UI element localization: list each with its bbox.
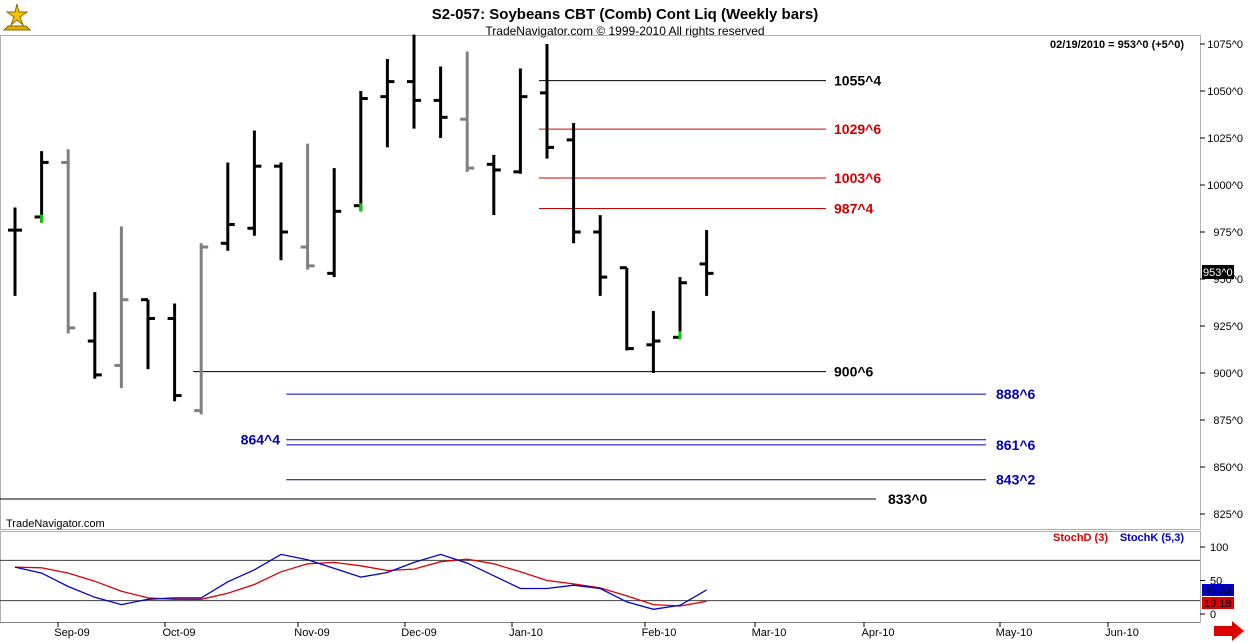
date-tick-label: Nov-09	[294, 627, 329, 639]
ohlc-bar	[61, 149, 76, 334]
stoch-series-line	[14, 558, 707, 607]
ohlc-bar	[114, 226, 129, 389]
stochd-last-box	[1202, 597, 1234, 609]
price-tick-label: 925^0	[1213, 321, 1243, 333]
ohlc-bar	[699, 230, 714, 296]
ohlc-bar	[460, 51, 475, 172]
indicator-panel-frame	[0, 531, 1201, 623]
price-tick-label: 900^0	[1213, 368, 1243, 380]
stochk-last-box	[1202, 584, 1234, 596]
price-tick-label: 1075^0	[1207, 39, 1243, 51]
ohlc-bar	[540, 44, 554, 159]
date-tick-label: Apr-10	[861, 627, 894, 639]
ohlc-bar	[593, 215, 608, 296]
ohlc-bar	[194, 243, 209, 415]
ohlc-bar	[167, 303, 182, 402]
ohlc-bar	[646, 310, 661, 373]
ohlc-bar	[353, 91, 368, 212]
main-panel-frame	[0, 35, 1201, 530]
last-price-marker: 953^0	[1202, 265, 1234, 279]
ohlc-bar	[513, 68, 528, 174]
ohlc-bar	[220, 162, 235, 251]
level-label: 1055^4	[834, 73, 881, 89]
stochd-last-value: 19.18	[1204, 598, 1232, 610]
ohlc-bar	[8, 207, 22, 296]
legend-stochk: StochK (5,3)	[1120, 532, 1185, 544]
ohlc-bar	[566, 122, 581, 244]
level-label: 900^6	[834, 364, 874, 380]
ohlc-bar	[300, 143, 315, 270]
level-label: 833^0	[888, 491, 928, 507]
ohlc-bar	[87, 292, 102, 379]
ohlc-bar	[327, 168, 342, 278]
support-resistance-levels: 1055^4 1029^6 1003^6 987^4 900^6 888^6 864^4 86…	[0, 73, 1036, 507]
ohlc-bar	[433, 66, 448, 138]
level-label: 861^6	[996, 437, 1036, 453]
ohlc-bar	[274, 162, 288, 261]
price-tick-label: 1050^0	[1207, 86, 1243, 98]
chart-copyright: TradeNavigator.com © 1999-2010 All right…	[485, 24, 764, 38]
ohlc-bar	[619, 266, 634, 351]
date-tick-label: Sep-09	[54, 627, 89, 639]
level-label: 1029^6	[834, 121, 881, 137]
date-tick-label: Oct-09	[162, 627, 195, 639]
next-arrow-icon[interactable]	[1214, 621, 1244, 641]
date-tick-label: Feb-10	[642, 627, 677, 639]
ohlc-bar	[141, 298, 155, 370]
level-label: 864^4	[241, 432, 281, 448]
date-tick-label: Jan-10	[509, 627, 543, 639]
level-label: 987^4	[834, 201, 874, 217]
ohlc-bar	[34, 151, 49, 223]
date-tick-label: Dec-09	[401, 627, 436, 639]
stoch-tick-label: 0	[1210, 609, 1216, 621]
chart-title: S2-057: Soybeans CBT (Comb) Cont Liq (We…	[432, 6, 818, 23]
legend-stochd: StochD (3)	[1053, 532, 1108, 544]
price-tick-label: 875^0	[1213, 415, 1243, 427]
last-price-label: 953^0	[1203, 267, 1233, 279]
price-tick-label: 825^0	[1213, 509, 1243, 521]
ohlc-bar	[380, 59, 395, 148]
date-tick-label: May-10	[996, 627, 1033, 639]
ohlc-bar	[673, 277, 687, 340]
chart-logo-icon[interactable]	[2, 2, 32, 32]
ohlc-bar	[407, 34, 421, 129]
stoch-tick-label: 100	[1210, 542, 1228, 554]
price-tick-label: 1025^0	[1207, 133, 1243, 145]
stoch-series-line	[14, 553, 707, 610]
quote-info: 02/19/2010 = 953^0 (+5^0)	[1050, 39, 1184, 51]
ohlc-bar	[486, 154, 501, 216]
price-axis: 825^0850^0875^0900^0925^0950^0975^01000^…	[1200, 39, 1243, 521]
level-label: 888^6	[996, 386, 1036, 402]
price-tick-label: 1000^0	[1207, 180, 1243, 192]
level-label: 1003^6	[834, 170, 881, 186]
price-tick-label: 975^0	[1213, 227, 1243, 239]
date-tick-label: Mar-10	[752, 627, 787, 639]
ohlc-bars	[8, 34, 714, 415]
date-tick-label: Jun-10	[1105, 627, 1139, 639]
ohlc-bar	[247, 130, 262, 236]
stochk-last-value: 36.33	[1204, 585, 1232, 597]
date-axis: Sep-09 Oct-09 Nov-09 Dec-09 Jan-10 Feb-10 Mar-…	[54, 622, 1139, 639]
watermark-text: TradeNavigator.com	[6, 518, 105, 530]
price-tick-label: 850^0	[1213, 462, 1243, 474]
level-label: 843^2	[996, 472, 1036, 488]
